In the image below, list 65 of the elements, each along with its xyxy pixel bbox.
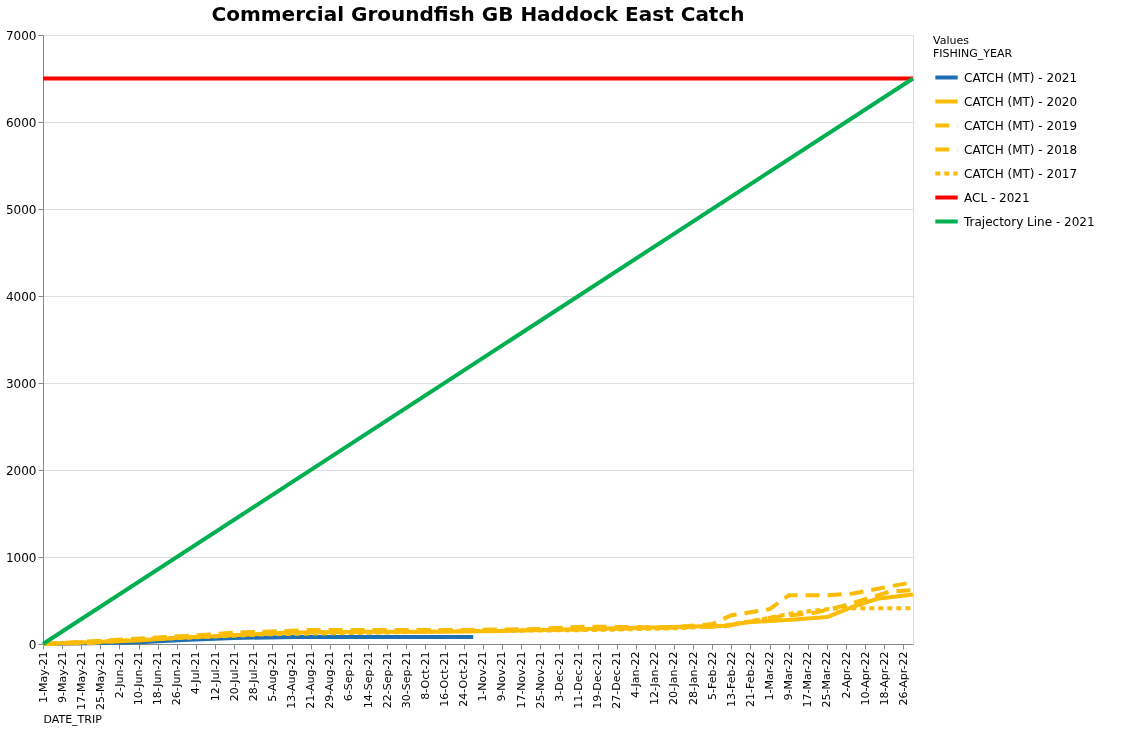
x-tick-label: 26-Jun-21: [170, 651, 184, 706]
y-tick-label: 0: [28, 637, 37, 652]
x-tick-label: 9-May-21: [55, 651, 69, 703]
x-tick-label: 24-Oct-21: [457, 651, 471, 707]
x-tick-label: 1-May-21: [36, 651, 50, 703]
y-tick-label: 5000: [5, 202, 37, 217]
x-tick-label: 16-Oct-21: [438, 651, 452, 707]
x-tick-label: 21-Aug-21: [304, 651, 318, 709]
x-tick-label: 9-Nov-21: [495, 651, 509, 702]
x-tick-label: 2-Jun-21: [112, 651, 126, 699]
chart-title: Commercial Groundfish GB Haddock East Catch: [211, 2, 745, 26]
x-tick-label: 30-Sep-21: [399, 651, 413, 709]
x-tick-label: 22-Sep-21: [380, 651, 394, 709]
y-tick-label: 7000: [5, 28, 37, 43]
x-tick-label: 26-Apr-22: [896, 651, 910, 706]
legend-label: Trajectory Line - 2021: [963, 214, 1095, 229]
x-tick-label: 2-Apr-22: [839, 651, 853, 699]
x-tick-label: 9-Mar-22: [782, 651, 796, 701]
x-tick-label: 10-Apr-22: [858, 651, 872, 706]
x-tick-label: 5-Aug-21: [265, 651, 279, 702]
legend-label: CATCH (MT) - 2019: [964, 118, 1078, 133]
x-tick-label: 17-Nov-21: [514, 651, 528, 709]
x-tick-label: 28-Jul-21: [246, 651, 260, 702]
x-tick-label: 5-Feb-22: [705, 651, 719, 700]
legend-label: CATCH (MT) - 2018: [964, 142, 1078, 157]
y-tick-label: 4000: [5, 289, 37, 304]
x-tick-label: 29-Aug-21: [323, 651, 337, 709]
x-tick-label: 4-Jul-21: [189, 651, 203, 695]
x-tick-label: 18-Apr-22: [877, 651, 891, 706]
legend-label: CATCH (MT) - 2017: [964, 166, 1078, 181]
x-tick-label: 18-Jun-21: [151, 651, 165, 706]
x-tick-label: 4-Jan-22: [629, 651, 643, 699]
y-tick-label: 6000: [5, 115, 37, 130]
x-tick-label: 1-Mar-22: [763, 651, 777, 701]
x-tick-label: 25-Mar-22: [820, 651, 834, 708]
text: FISHING_YEAR: [933, 47, 1013, 60]
legend-label: ACL - 2021: [964, 190, 1030, 205]
x-tick-label: 20-Jul-21: [227, 651, 241, 702]
legend-label: CATCH (MT) - 2021: [964, 70, 1078, 85]
x-tick-label: 11-Dec-21: [571, 651, 585, 709]
x-tick-label: 12-Jan-22: [648, 651, 662, 706]
x-tick-label: 6-Sep-21: [342, 651, 356, 702]
x-tick-label: 17-May-21: [74, 651, 88, 710]
x-tick-label: 3-Dec-21: [552, 651, 566, 702]
x-tick-label: 25-Nov-21: [533, 651, 547, 709]
x-tick-label: 12-Jul-21: [208, 651, 222, 702]
x-tick-label: 13-Feb-22: [724, 651, 738, 707]
y-tick-label: 2000: [5, 463, 37, 478]
x-tick-label: 25-May-21: [93, 651, 107, 710]
x-tick-label: 21-Feb-22: [743, 651, 757, 707]
legend-label: CATCH (MT) - 2020: [964, 94, 1078, 109]
y-tick-label: 3000: [5, 376, 37, 391]
x-tick-label: 27-Dec-21: [610, 651, 624, 709]
x-tick-label: 14-Sep-21: [361, 651, 375, 709]
x-tick-label: 28-Jan-22: [686, 651, 700, 706]
x-tick-label: 17-Mar-22: [801, 651, 815, 708]
legend-title: Values: [933, 34, 970, 47]
x-tick-label: 20-Jan-22: [667, 651, 681, 706]
x-tick-label: 10-Jun-21: [132, 651, 146, 706]
x-tick-label: 13-Aug-21: [285, 651, 299, 709]
x-tick-label: 1-Nov-21: [476, 651, 490, 702]
x-tick-label: 19-Dec-21: [591, 651, 605, 709]
y-tick-label: 1000: [5, 550, 37, 565]
x-axis-title: DATE_TRIP: [43, 712, 103, 726]
x-tick-label: 8-Oct-21: [418, 651, 432, 700]
